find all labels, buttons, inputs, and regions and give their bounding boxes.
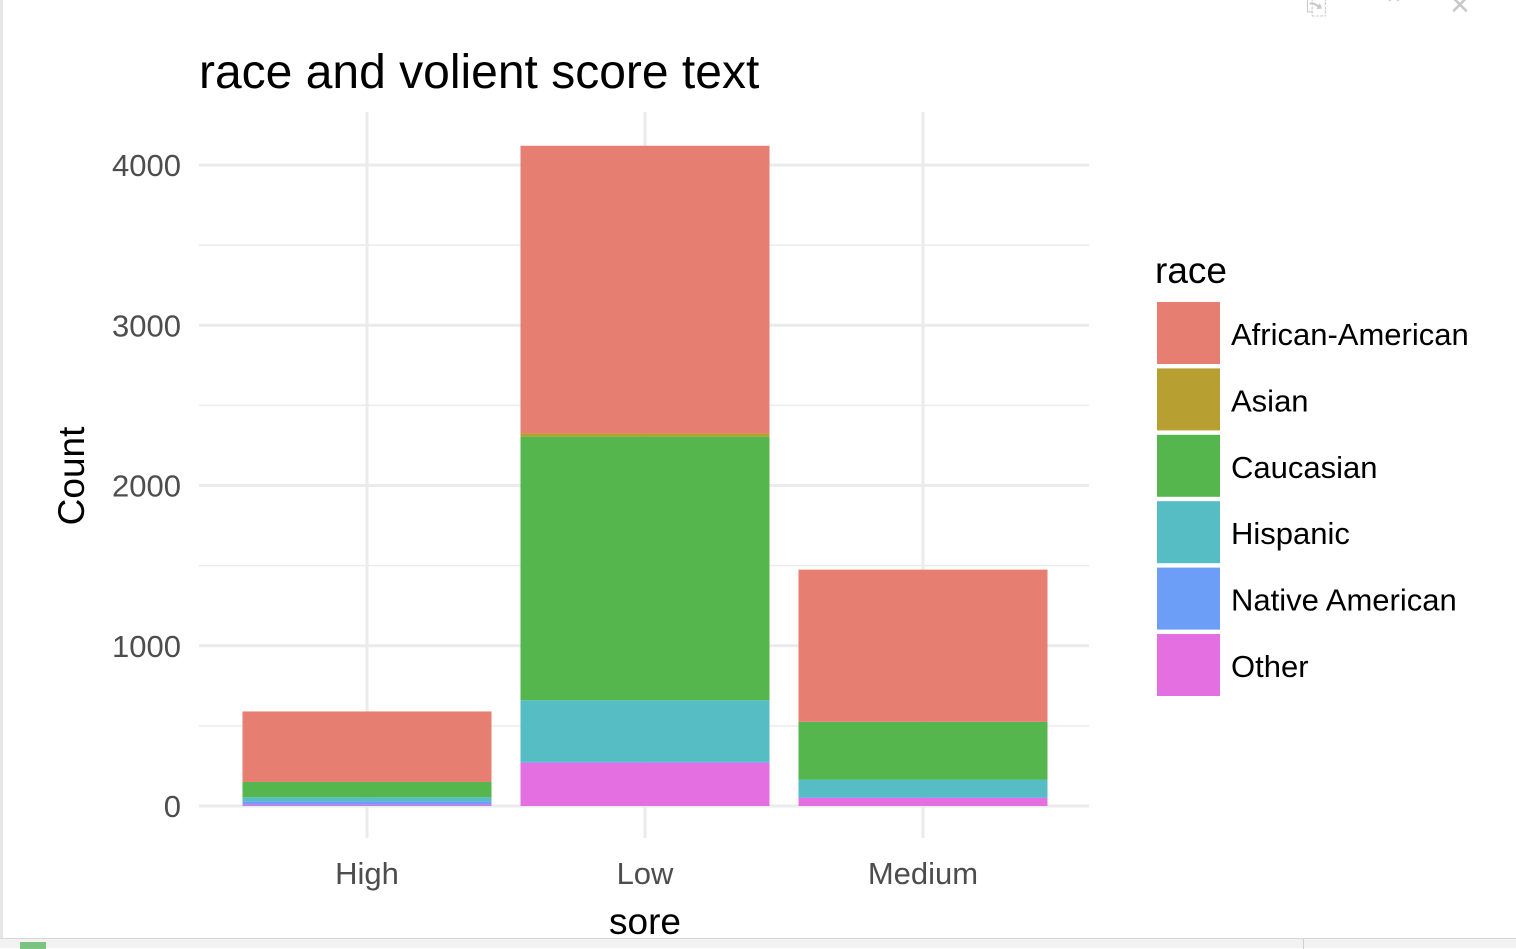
y-axis-ticks: 0 1000 2000 3000 4000 [112, 148, 181, 824]
legend-label: Hispanic [1231, 516, 1350, 551]
bar-segment [798, 797, 1048, 798]
bar-segment [242, 711, 492, 782]
bar-segment [242, 801, 492, 805]
y-tick-label: 4000 [112, 148, 181, 183]
export-icon[interactable]: ⎘ [1306, 0, 1327, 20]
legend-swatch [1157, 302, 1220, 364]
legend-title: race [1155, 250, 1227, 291]
window-frame-left [0, 0, 3, 948]
legend-label: Other [1231, 649, 1309, 684]
bar-segment [242, 781, 492, 798]
bar-segment [798, 797, 1048, 806]
x-tick-label: Low [617, 856, 674, 891]
y-tick-label: 1000 [112, 629, 181, 664]
bar-segment [520, 436, 770, 701]
bar-segment [242, 804, 492, 806]
legend-swatch [1157, 501, 1220, 564]
y-tick-label: 3000 [112, 308, 181, 343]
bar-segment [520, 433, 770, 437]
y-axis-title: Count [51, 426, 92, 525]
bars [242, 145, 1048, 806]
x-tick-label: High [335, 856, 399, 891]
bar-segment [798, 569, 1048, 722]
legend-swatch [1157, 368, 1220, 431]
bar-segment [520, 145, 770, 434]
legend-label: Asian [1231, 383, 1309, 418]
legend: race African-American Asian Caucasian Hispa… [1155, 250, 1469, 696]
legend-label: Native American [1231, 583, 1457, 618]
bar-segment [520, 761, 770, 763]
bar-segment [798, 721, 1048, 780]
bar-segment [798, 779, 1048, 798]
panel-separator [1303, 939, 1304, 949]
legend-swatch [1157, 634, 1220, 696]
close-icon[interactable]: ✕ [1449, 0, 1471, 20]
x-tick-label: Medium [868, 856, 978, 891]
bar-segment [520, 700, 770, 762]
y-tick-label: 0 [164, 789, 181, 824]
legend-label: Caucasian [1231, 450, 1377, 485]
panel-tab-stub [20, 942, 46, 949]
legend-label: African-American [1231, 317, 1469, 352]
collapse-up-icon[interactable]: ⌃ [1383, 0, 1405, 20]
bar-segment [242, 797, 492, 802]
chart-title: race and volient score text [199, 46, 759, 99]
legend-swatch [1157, 567, 1220, 630]
x-axis-ticks: High Low Medium [335, 856, 978, 891]
x-axis-title: sore [609, 901, 681, 942]
bar-segment [520, 762, 770, 806]
y-tick-label: 2000 [112, 469, 181, 504]
legend-swatch [1157, 434, 1220, 497]
bottom-panel-strip [0, 938, 1516, 949]
